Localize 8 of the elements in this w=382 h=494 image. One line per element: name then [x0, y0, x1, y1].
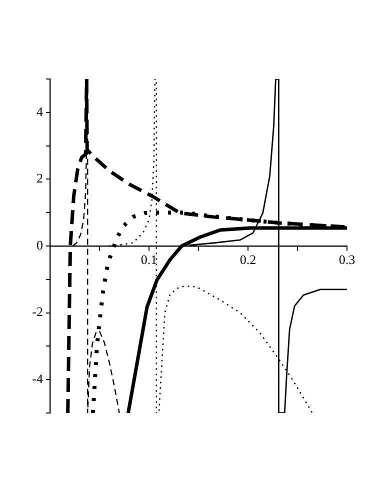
y-tick-label: 4 — [36, 104, 44, 119]
y-tick-label: -4 — [32, 371, 44, 386]
x-tick-label: 0.1 — [140, 252, 158, 268]
y-tick-label: 0 — [36, 237, 43, 252]
x-tick-label: 0.2 — [240, 252, 256, 268]
x-tick-label: 0.3 — [338, 252, 356, 268]
y-tick-label: -2 — [32, 304, 43, 320]
y-tick-label: 2 — [36, 170, 43, 186]
